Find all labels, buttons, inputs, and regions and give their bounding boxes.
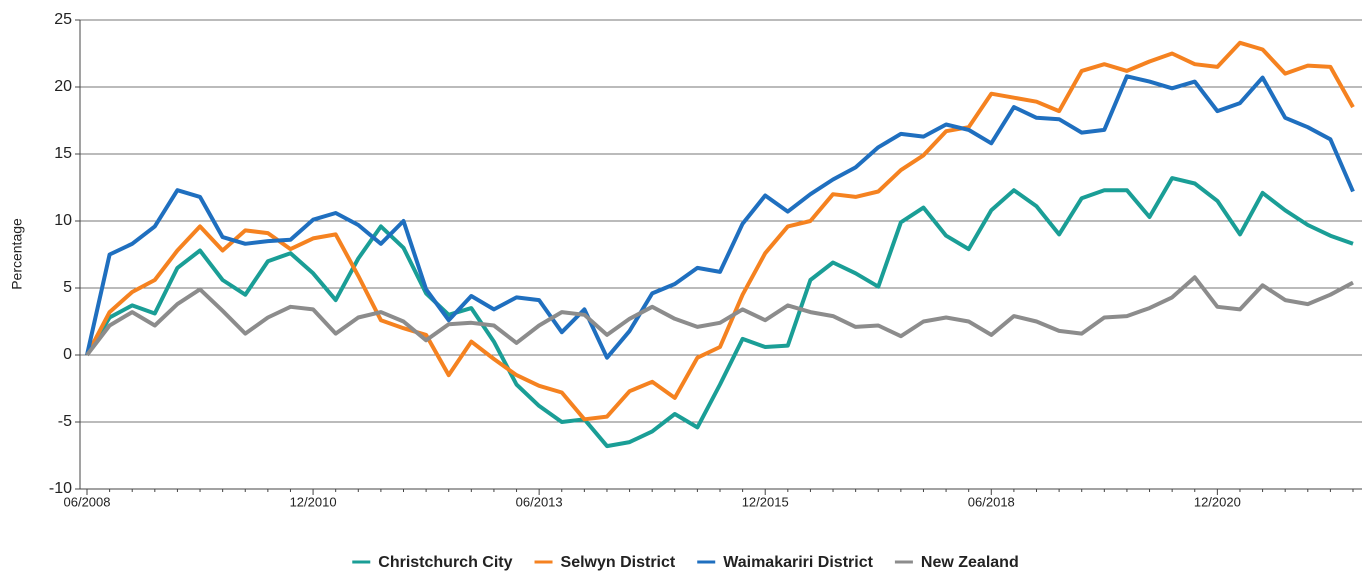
x-tick-label: 06/2008 xyxy=(64,494,111,509)
y-tick-label: 10 xyxy=(54,212,72,229)
y-axis-label: Percentage xyxy=(9,218,25,290)
x-tick-label: 12/2015 xyxy=(742,494,789,509)
y-tick-label: 15 xyxy=(54,145,72,162)
y-tick-label: -5 xyxy=(58,413,72,430)
x-tick-label: 12/2010 xyxy=(290,494,337,509)
y-tick-label: 25 xyxy=(54,11,72,28)
x-tick-label: 06/2018 xyxy=(968,494,1015,509)
series-line xyxy=(85,176,1354,449)
legend: Christchurch City Selwyn District Waimakar… xyxy=(352,554,1019,571)
y-tick-label: 20 xyxy=(54,78,72,95)
series-line xyxy=(85,40,1355,422)
series-line xyxy=(85,275,1354,357)
y-tick-label: 5 xyxy=(63,279,72,296)
legend-label: Waimakariri District xyxy=(723,554,873,571)
series-line xyxy=(85,74,1355,360)
legend-label: Christchurch City xyxy=(378,554,512,571)
legend-label: New Zealand xyxy=(921,554,1019,571)
x-tick-label: 12/2020 xyxy=(1194,494,1241,509)
y-tick-label: 0 xyxy=(63,346,72,363)
legend-label: Selwyn District xyxy=(561,554,676,571)
y-tick-label: -10 xyxy=(49,480,72,497)
x-tick-label: 06/2013 xyxy=(516,494,563,509)
